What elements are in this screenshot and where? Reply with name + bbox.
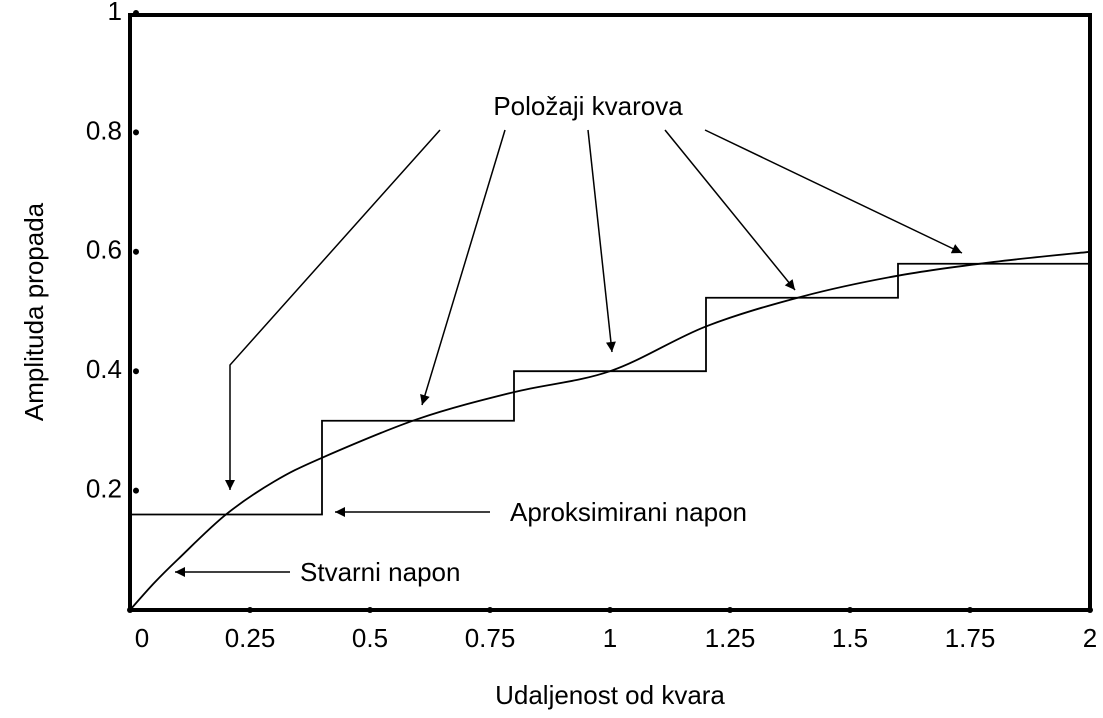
x-tick-label: 0.25	[225, 623, 276, 653]
arrow	[704, 129, 963, 254]
arrow	[664, 129, 796, 291]
x-tick-label: 0.75	[465, 623, 516, 653]
x-tick-label: 0	[135, 623, 149, 653]
x-tick-label: 1.5	[832, 623, 868, 653]
x-tick-label: 1.25	[705, 623, 756, 653]
y-tick	[133, 129, 139, 136]
x-tick-label: 0.5	[352, 623, 388, 653]
y-axis-label: Amplituda propada	[19, 202, 49, 421]
series-label: Aproksimirani napon	[510, 497, 747, 527]
arrow	[587, 129, 616, 353]
y-tick-label: 0.8	[86, 115, 122, 145]
x-tick-label: 2	[1083, 623, 1097, 653]
arrow	[225, 129, 441, 490]
annotation-arrows	[175, 129, 963, 577]
x-axis-label: Udaljenost od kvara	[495, 680, 725, 710]
y-tick	[133, 248, 139, 255]
arrow	[420, 129, 506, 406]
y-tick	[133, 487, 139, 494]
x-tick-label: 1.75	[945, 623, 996, 653]
x-tick-label: 1	[603, 623, 617, 653]
y-tick	[133, 368, 139, 375]
series-label: Stvarni napon	[300, 557, 460, 587]
plot-area: 0 0.25 0.5 0.75 1 1.25 1.5 1.75 2 0.2 0.4 0.6 0.8 1	[86, 0, 1097, 653]
series-line	[130, 262, 1090, 516]
y-tick-label: 1	[108, 0, 122, 26]
y-tick-label: 0.6	[86, 235, 122, 265]
plot-frame	[128, 13, 1092, 612]
y-tick-label: 0.2	[86, 473, 122, 503]
y-tick-label: 0.4	[86, 354, 122, 384]
series-line	[129, 250, 1091, 611]
annotation: Položaji kvarova	[493, 91, 683, 121]
